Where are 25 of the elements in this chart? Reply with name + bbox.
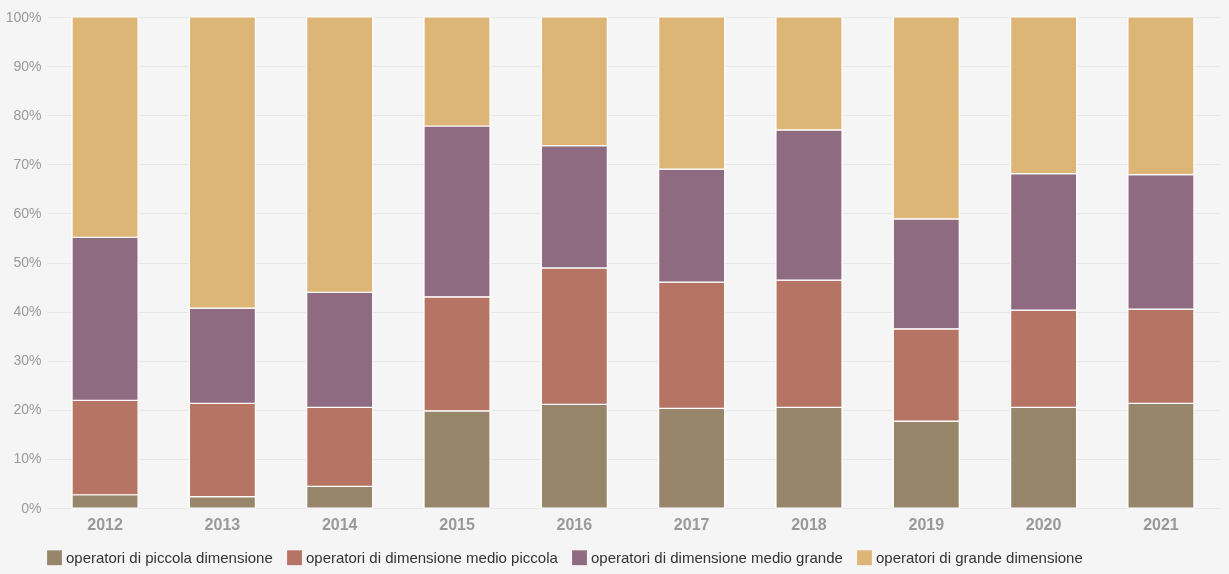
- y-tick-label: 90%: [13, 57, 42, 74]
- y-tick-label: 20%: [13, 401, 42, 418]
- x-tick-label: 2013: [204, 515, 241, 533]
- x-tick-label: 2014: [321, 515, 358, 533]
- y-tick-label: 80%: [13, 106, 42, 123]
- x-tick-label: 2016: [556, 515, 593, 533]
- x-tick-label: 2018: [791, 515, 827, 533]
- y-tick-label: 50%: [13, 254, 42, 270]
- y-tick-label: 0%: [21, 499, 42, 516]
- x-tick-label: 2021: [1143, 515, 1179, 533]
- x-tick-label: 2017: [673, 515, 710, 533]
- y-tick-label: 60%: [13, 204, 42, 221]
- x-tick-label: 2012: [87, 515, 123, 533]
- y-tick-label: 40%: [13, 303, 42, 320]
- legend-label: operatori di piccola dimensione: [66, 548, 273, 566]
- legend-label: operatori di dimensione medio grande: [591, 548, 843, 566]
- x-tick-label: 2019: [908, 515, 945, 533]
- y-tick-label: 100%: [5, 8, 42, 25]
- y-tick-label: 70%: [13, 155, 42, 172]
- x-tick-label: 2020: [1025, 515, 1062, 533]
- legend-label: operatori di dimensione medio piccola: [306, 548, 559, 566]
- y-tick-label: 10%: [13, 450, 42, 467]
- x-tick-label: 2015: [439, 515, 475, 533]
- y-tick-label: 30%: [13, 352, 42, 369]
- legend-label: operatori di grande dimensione: [876, 548, 1083, 566]
